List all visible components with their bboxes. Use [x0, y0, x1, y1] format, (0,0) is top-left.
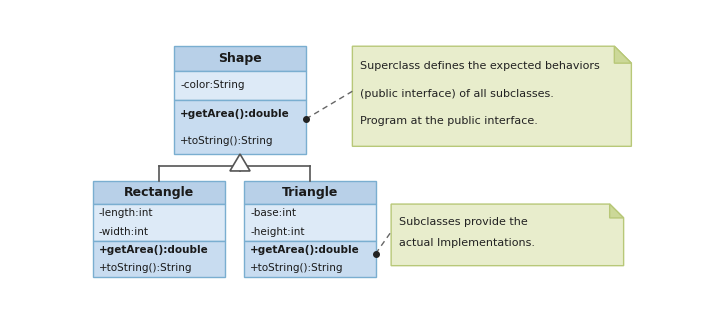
Text: +toString():String: +toString():String [99, 263, 193, 273]
FancyBboxPatch shape [92, 241, 225, 277]
Text: +getArea():double: +getArea():double [99, 245, 209, 255]
Text: -height:int: -height:int [250, 227, 304, 237]
Text: -length:int: -length:int [99, 208, 154, 218]
Text: Rectangle: Rectangle [124, 186, 194, 199]
Polygon shape [614, 46, 631, 63]
Polygon shape [609, 204, 624, 218]
Text: +getArea():double: +getArea():double [181, 108, 290, 118]
Text: +toString():String: +toString():String [181, 135, 274, 145]
Text: -base:int: -base:int [250, 208, 296, 218]
Text: Shape: Shape [218, 52, 262, 65]
FancyBboxPatch shape [244, 181, 375, 204]
Text: +toString():String: +toString():String [250, 263, 343, 273]
FancyBboxPatch shape [174, 100, 306, 154]
FancyBboxPatch shape [92, 204, 225, 241]
Polygon shape [230, 154, 250, 171]
Polygon shape [391, 204, 624, 266]
FancyBboxPatch shape [244, 241, 375, 277]
Text: Triangle: Triangle [282, 186, 338, 199]
Text: actual Implementations.: actual Implementations. [399, 239, 535, 248]
Text: Program at the public interface.: Program at the public interface. [360, 116, 538, 126]
Text: -width:int: -width:int [99, 227, 149, 237]
FancyBboxPatch shape [174, 71, 306, 100]
Text: (public interface) of all subclasses.: (public interface) of all subclasses. [360, 89, 554, 99]
Text: +getArea():double: +getArea():double [250, 245, 360, 255]
Text: -color:String: -color:String [181, 81, 245, 91]
Text: Superclass defines the expected behaviors: Superclass defines the expected behavior… [360, 61, 600, 71]
Text: Subclasses provide the: Subclasses provide the [399, 217, 528, 227]
FancyBboxPatch shape [174, 46, 306, 71]
Polygon shape [353, 46, 631, 146]
FancyBboxPatch shape [92, 181, 225, 204]
FancyBboxPatch shape [244, 204, 375, 241]
